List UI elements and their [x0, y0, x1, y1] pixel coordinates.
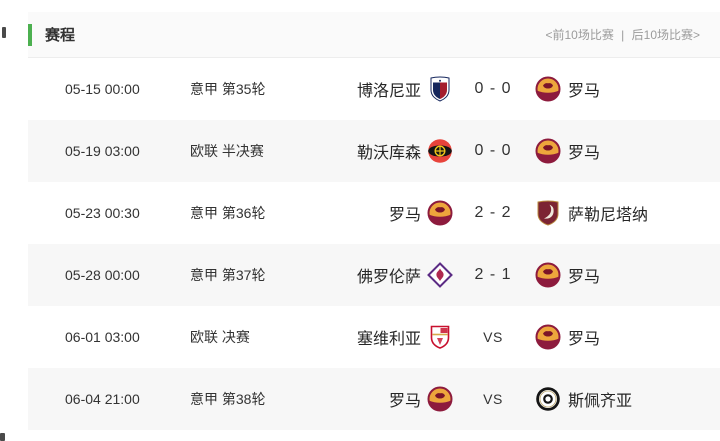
- away-team-name: 罗马: [568, 331, 601, 348]
- roma-badge-icon: [535, 262, 561, 288]
- salernitana-badge-icon: [535, 200, 561, 226]
- home-team-name: 博洛尼亚: [356, 83, 421, 100]
- away-team-name: 罗马: [568, 145, 601, 162]
- home-team-name: 塞维利亚: [356, 331, 421, 348]
- roma-badge-icon: [535, 76, 561, 102]
- match-time: 05-23 00:30: [65, 205, 140, 221]
- match-time: 05-19 03:00: [65, 143, 140, 159]
- screen-edge-artifact: [2, 27, 6, 38]
- match-row[interactable]: 05-15 00:00 意甲 第35轮 博洛尼亚 0 - 0 罗马: [28, 58, 720, 120]
- panel-header: 赛程 <前10场比赛 | 后10场比赛>: [28, 12, 720, 58]
- match-time: 05-28 00:00: [65, 267, 140, 283]
- match-row[interactable]: 05-19 03:00 欧联 半决赛 勒沃库森 0 - 0 罗马: [28, 120, 720, 182]
- match-time: 06-04 21:00: [65, 391, 140, 407]
- away-team-name: 罗马: [568, 83, 601, 100]
- accent-bar: [28, 23, 32, 46]
- pagination-nav: <前10场比赛 | 后10场比赛>: [545, 26, 700, 43]
- roma-badge-icon: [535, 324, 561, 350]
- prev-matches-link[interactable]: <前10场比赛: [545, 28, 614, 42]
- competition-label: 意甲 第38轮: [190, 391, 266, 407]
- match-score: 0 - 0: [474, 80, 512, 97]
- screen-edge-artifact: [0, 433, 5, 441]
- home-team-name: 佛罗伦萨: [356, 269, 421, 286]
- home-team-name: 罗马: [388, 207, 421, 224]
- sevilla-badge-icon: [427, 324, 453, 350]
- roma-badge-icon: [427, 200, 453, 226]
- panel-title: 赛程: [45, 27, 76, 44]
- match-row[interactable]: 05-23 00:30 意甲 第36轮 罗马 2 - 2 萨勒尼塔纳: [28, 182, 720, 244]
- competition-label: 欧联 决赛: [190, 329, 250, 345]
- spezia-badge-icon: [535, 386, 561, 412]
- match-score: VS: [483, 329, 503, 345]
- match-score: 2 - 2: [474, 204, 512, 221]
- roma-badge-icon: [535, 138, 561, 164]
- match-time: 06-01 03:00: [65, 329, 140, 345]
- competition-label: 意甲 第36轮: [190, 205, 266, 221]
- leverkusen-badge-icon: [427, 138, 453, 164]
- away-team-name: 罗马: [568, 269, 601, 286]
- match-time: 05-15 00:00: [65, 81, 140, 97]
- home-team-name: 勒沃库森: [356, 145, 421, 162]
- competition-label: 意甲 第37轮: [190, 267, 266, 283]
- match-row[interactable]: 06-04 21:00 意甲 第38轮 罗马 VS 斯佩齐亚: [28, 368, 720, 430]
- match-score: 0 - 0: [474, 142, 512, 159]
- next-matches-link[interactable]: 后10场比赛>: [631, 28, 700, 42]
- away-team-name: 萨勒尼塔纳: [568, 207, 649, 224]
- match-row[interactable]: 05-28 00:00 意甲 第37轮 佛罗伦萨 2 - 1 罗马: [28, 244, 720, 306]
- roma-badge-icon: [427, 386, 453, 412]
- schedule-panel: 赛程 <前10场比赛 | 后10场比赛> 05-15 00:00 意甲 第35轮…: [28, 12, 720, 430]
- match-score: VS: [483, 391, 503, 407]
- away-team-name: 斯佩齐亚: [568, 393, 633, 410]
- match-row[interactable]: 06-01 03:00 欧联 决赛 塞维利亚 VS 罗马: [28, 306, 720, 368]
- competition-label: 欧联 半决赛: [190, 143, 264, 159]
- fiorentina-badge-icon: [427, 262, 453, 288]
- home-team-name: 罗马: [388, 393, 421, 410]
- match-score: 2 - 1: [474, 266, 512, 283]
- bologna-badge-icon: [427, 76, 453, 102]
- competition-label: 意甲 第35轮: [190, 81, 266, 97]
- nav-separator: |: [621, 28, 625, 42]
- schedule-rows: 05-15 00:00 意甲 第35轮 博洛尼亚 0 - 0 罗马 05-19 …: [28, 58, 720, 430]
